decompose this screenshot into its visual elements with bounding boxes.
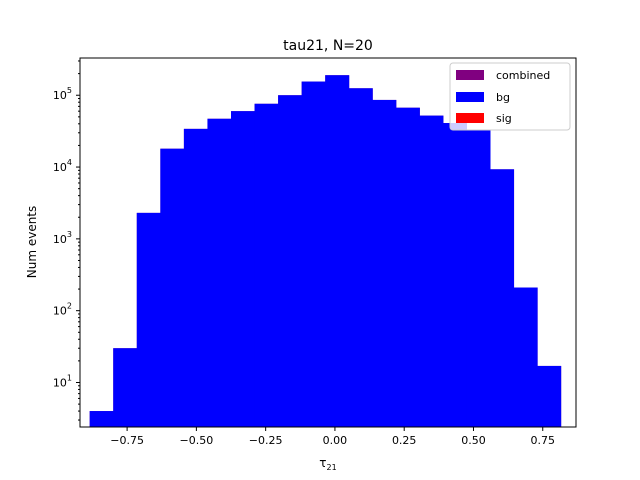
bar-bg-5 (207, 118, 232, 427)
x-tick-label: 0.00 (323, 434, 348, 447)
x-tick-label: 0.50 (461, 434, 486, 447)
legend-label-combined: combined (496, 69, 550, 82)
legend-label-sig: sig (496, 112, 512, 125)
legend-label-bg: bg (496, 91, 510, 104)
bar-bg-15 (442, 123, 467, 427)
bar-bg-19 (537, 365, 562, 427)
bar-bg-12 (372, 99, 397, 428)
legend-swatch-sig (456, 113, 484, 123)
x-tick-label: 0.75 (530, 434, 555, 447)
bar-bg-18 (513, 287, 538, 427)
bar-bg-2 (136, 212, 161, 427)
bars-group (89, 75, 562, 428)
bar-bg-17 (490, 169, 515, 428)
x-tick-label: −0.75 (110, 434, 144, 447)
chart-title: tau21, N=20 (283, 38, 373, 54)
legend-swatch-bg (456, 92, 484, 102)
bar-bg-13 (395, 107, 420, 427)
y-tick-label: 102 (53, 302, 72, 318)
bar-bg-6 (231, 111, 255, 428)
bar-bg-4 (183, 128, 208, 427)
bar-bg-7 (254, 103, 279, 427)
y-axis-ticks: 101 102 103 104 105 (53, 60, 80, 421)
y-tick-label: 101 (53, 373, 72, 389)
legend: combined bg sig (449, 62, 571, 131)
bar-bg-1 (113, 348, 138, 427)
bar-bg-14 (419, 115, 444, 428)
x-tick-label: −0.50 (180, 434, 214, 447)
x-axis-label: τ21 (319, 456, 336, 472)
x-axis-ticks: −0.75 −0.50 −0.25 0.00 0.25 0.50 0.75 (110, 427, 555, 447)
bar-bg-10 (325, 75, 350, 428)
y-tick-label: 104 (53, 158, 72, 174)
bar-bg-9 (301, 81, 326, 428)
bar-bg-16 (466, 129, 491, 427)
x-axis-label-subscript: 21 (327, 463, 337, 472)
x-axis-label-main: τ (319, 456, 326, 470)
y-axis-label: Num events (25, 206, 39, 279)
bar-bg-3 (160, 148, 185, 428)
x-tick-label: −0.25 (249, 434, 283, 447)
y-tick-label: 103 (53, 230, 72, 246)
legend-swatch-combined (456, 70, 484, 80)
bar-bg-8 (278, 95, 303, 427)
bar-bg-0 (89, 411, 114, 427)
bar-bg-11 (348, 88, 373, 428)
x-tick-label: 0.25 (392, 434, 417, 447)
y-tick-label: 105 (53, 86, 72, 102)
